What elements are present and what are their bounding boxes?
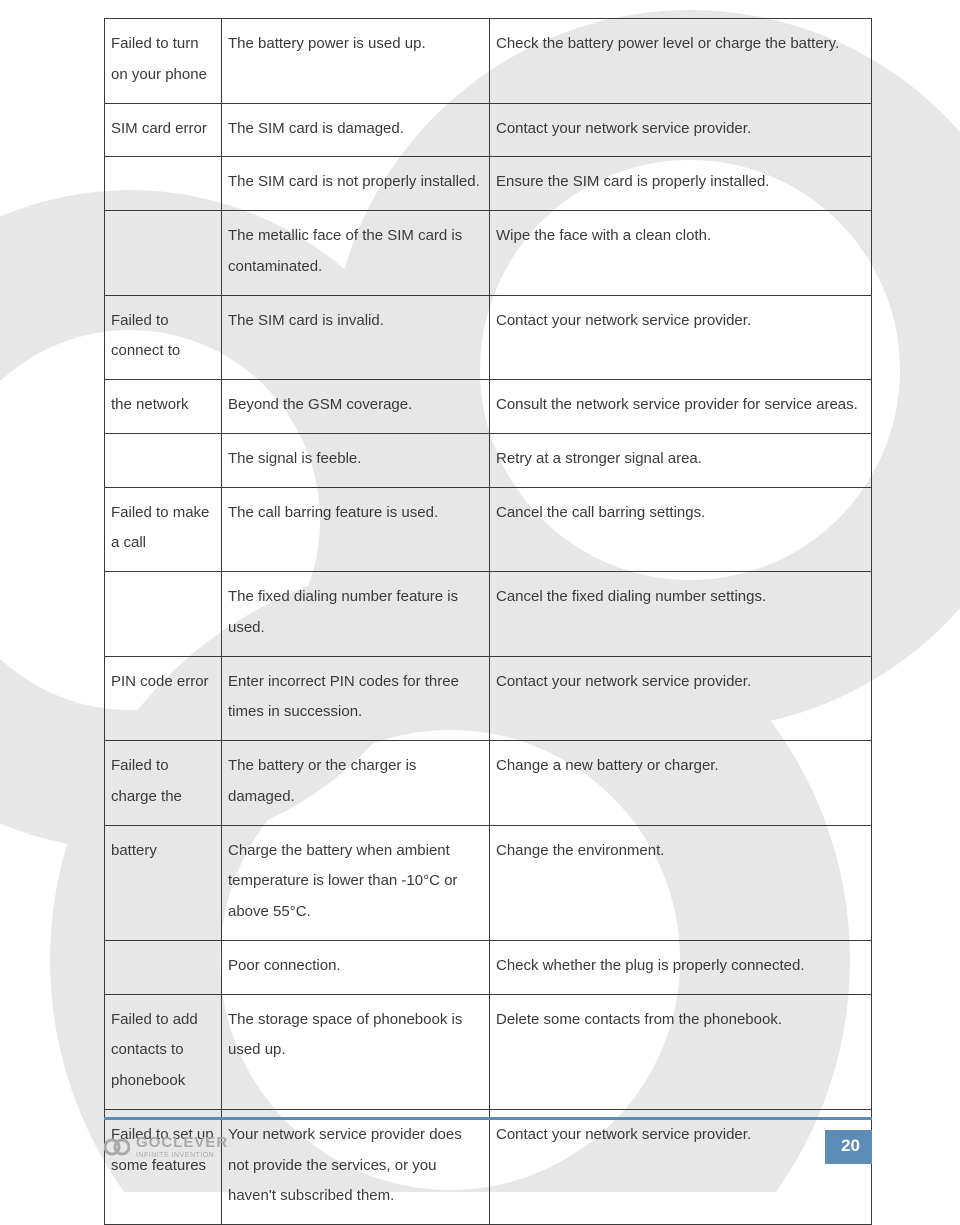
problem-cell: Failed to turn on your phone — [105, 19, 222, 104]
troubleshooting-table: Failed to turn on your phoneThe battery … — [104, 18, 872, 1225]
cause-cell: The SIM card is not properly installed. — [222, 157, 490, 211]
table-row: The SIM card is not properly installed.E… — [105, 157, 872, 211]
cause-cell: The call barring feature is used. — [222, 487, 490, 572]
table-row: batteryCharge the battery when ambient t… — [105, 825, 872, 940]
cause-cell: The battery power is used up. — [222, 19, 490, 104]
cause-cell: The battery or the charger is damaged. — [222, 741, 490, 826]
problem-cell: SIM card error — [105, 103, 222, 157]
problem-cell: PIN code error — [105, 656, 222, 741]
cause-cell: Beyond the GSM coverage. — [222, 380, 490, 434]
table-row: Failed to add contacts to phonebookThe s… — [105, 994, 872, 1109]
brand-tagline: INFINITE INVENTION — [136, 1152, 228, 1159]
solution-cell: Contact your network service provider. — [490, 295, 872, 380]
problem-cell — [105, 940, 222, 994]
page-number-badge: 20 — [825, 1130, 872, 1164]
problem-cell: Failed to add contacts to phonebook — [105, 994, 222, 1109]
table-row: Failed to turn on your phoneThe battery … — [105, 19, 872, 104]
problem-cell: battery — [105, 825, 222, 940]
cause-cell: The metallic face of the SIM card is con… — [222, 211, 490, 296]
cause-cell: Poor connection. — [222, 940, 490, 994]
solution-cell: Cancel the fixed dialing number settings… — [490, 572, 872, 657]
solution-cell: Retry at a stronger signal area. — [490, 433, 872, 487]
solution-cell: Change a new battery or charger. — [490, 741, 872, 826]
brand-block: GOCLEVER INFINITE INVENTION — [104, 1135, 228, 1159]
problem-cell — [105, 433, 222, 487]
brand-name: GOCLEVER — [136, 1135, 228, 1150]
problem-cell — [105, 211, 222, 296]
table-row: PIN code errorEnter incorrect PIN codes … — [105, 656, 872, 741]
problem-cell: Failed to make a call — [105, 487, 222, 572]
cause-cell: Enter incorrect PIN codes for three time… — [222, 656, 490, 741]
problem-cell — [105, 157, 222, 211]
solution-cell: Consult the network service provider for… — [490, 380, 872, 434]
solution-cell: Cancel the call barring settings. — [490, 487, 872, 572]
table-row: The metallic face of the SIM card is con… — [105, 211, 872, 296]
cause-cell: The fixed dialing number feature is used… — [222, 572, 490, 657]
table-row: Failed to make a callThe call barring fe… — [105, 487, 872, 572]
solution-cell: Ensure the SIM card is properly installe… — [490, 157, 872, 211]
cause-cell: Charge the battery when ambient temperat… — [222, 825, 490, 940]
cause-cell: The SIM card is invalid. — [222, 295, 490, 380]
problem-cell: Failed to connect to — [105, 295, 222, 380]
problem-cell — [105, 572, 222, 657]
solution-cell: Delete some contacts from the phonebook. — [490, 994, 872, 1109]
table-row: Poor connection.Check whether the plug i… — [105, 940, 872, 994]
cause-cell: The signal is feeble. — [222, 433, 490, 487]
brand-logo-icon — [104, 1137, 130, 1157]
solution-cell: Contact your network service provider. — [490, 656, 872, 741]
table-row: Failed to charge theThe battery or the c… — [105, 741, 872, 826]
page-footer: GOCLEVER INFINITE INVENTION 20 — [104, 1117, 872, 1164]
solution-cell: Contact your network service provider. — [490, 103, 872, 157]
solution-cell: Change the environment. — [490, 825, 872, 940]
solution-cell: Check whether the plug is properly conne… — [490, 940, 872, 994]
solution-cell: Check the battery power level or charge … — [490, 19, 872, 104]
table-row: The fixed dialing number feature is used… — [105, 572, 872, 657]
table-row: SIM card errorThe SIM card is damaged.Co… — [105, 103, 872, 157]
cause-cell: The storage space of phonebook is used u… — [222, 994, 490, 1109]
page-content: Failed to turn on your phoneThe battery … — [0, 0, 960, 1225]
table-row: the networkBeyond the GSM coverage.Consu… — [105, 380, 872, 434]
cause-cell: The SIM card is damaged. — [222, 103, 490, 157]
table-body: Failed to turn on your phoneThe battery … — [105, 19, 872, 1225]
table-row: Failed to connect toThe SIM card is inva… — [105, 295, 872, 380]
solution-cell: Wipe the face with a clean cloth. — [490, 211, 872, 296]
problem-cell: Failed to charge the — [105, 741, 222, 826]
problem-cell: the network — [105, 380, 222, 434]
table-row: The signal is feeble.Retry at a stronger… — [105, 433, 872, 487]
